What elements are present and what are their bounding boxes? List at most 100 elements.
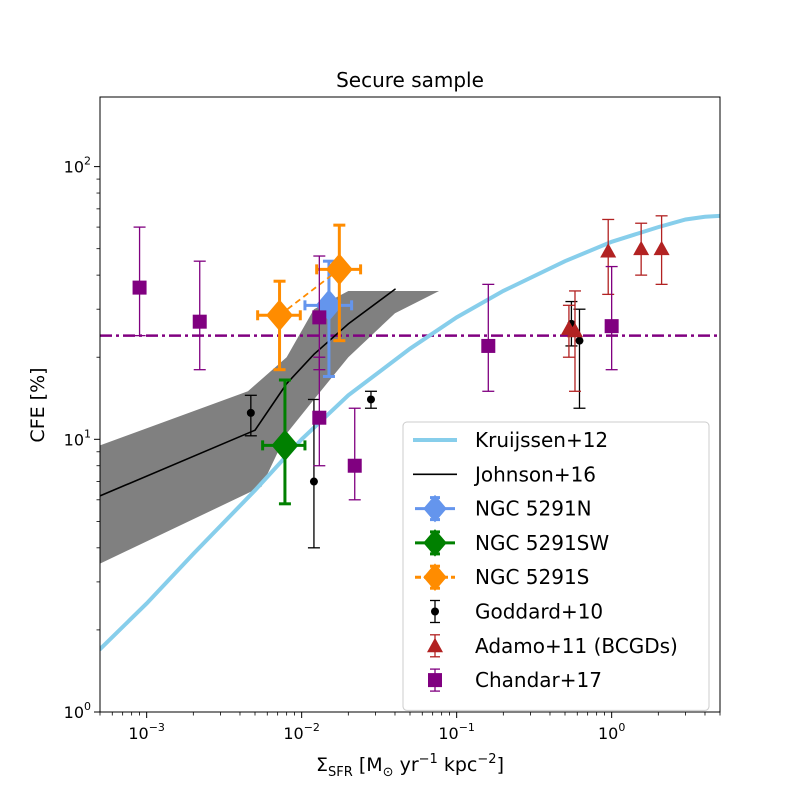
x-tick-label-base: 10 [438,724,458,743]
x-axis-title-yr: yr [394,754,419,776]
legend-entry-goddard-10: Goddard+10 [430,600,603,624]
x-axis-title-yr-exponent: −1 [419,752,438,767]
x-axis-title: ΣSFR [M⊙ yr−1 kpc−2] [316,752,504,780]
legend-entry-adamo-11-bcgds: Adamo+11 (BCGDs) [427,634,678,658]
y-tick-label: 100 [64,700,91,722]
x-tick-label-base: 10 [598,724,618,743]
data-point [347,407,362,501]
legend-label: NGC 5291N [475,497,592,521]
legend-entry-ngc-5291n: NGC 5291N [415,494,592,523]
x-axis-title-subscript: SFR [328,765,353,780]
x-tick-label: 10−3 [128,721,165,743]
series-kruijssen-12 [100,213,720,652]
x-tick-label: 100 [598,721,625,743]
legend-marker [423,494,447,523]
series-johnson-16 [100,288,396,497]
legend-box [402,421,710,711]
x-tick-label-exponent: −3 [149,721,165,734]
marker-square [604,319,619,334]
series-ngc-5291sw [261,378,307,506]
x-tick-label-exponent: −1 [459,721,475,734]
marker-triangle [653,240,670,256]
legend-marker [431,607,439,616]
marker-triangle [633,240,650,256]
x-axis-ticks: 10−3 10−2 10−1 100 [99,712,721,743]
data-point [604,265,619,371]
legend-entry-kruijssen-12: Kruijssen+12 [413,428,608,452]
y-tick-label-exponent: 2 [84,155,91,168]
marker-circle [246,408,255,417]
data-point [132,226,147,337]
y-tick-label-exponent: 0 [84,700,91,713]
legend-marker [423,563,447,591]
marker-circle [366,395,375,404]
marker-diamond [271,429,299,462]
marker-square [192,314,207,329]
x-axis-title-sun-symbol: ⊙ [383,765,394,780]
x-axis-title-kpc-exponent: −2 [477,752,496,767]
legend-label: Chandar+17 [475,668,602,692]
x-axis-title-close: ] [497,754,504,776]
data-point [364,390,377,409]
legend: Kruijssen+12 Johnson+16 NGC 5291N NGC 5291S… [402,421,710,711]
legend-entry-ngc-5291s: NGC 5291S [415,563,589,591]
x-tick-label-base: 10 [283,724,303,743]
data-point [566,290,583,392]
x-tick-label-base: 10 [128,724,148,743]
data-point [653,215,670,286]
marker-square [312,410,327,425]
marker-square [132,280,147,295]
data-point [261,378,307,506]
data-point [256,279,302,372]
x-tick-label-exponent: 0 [618,721,625,734]
series-line-johnson-16 [100,288,396,497]
legend-label: NGC 5291SW [475,531,609,555]
y-tick-label-base: 10 [64,703,84,722]
legend-label: NGC 5291S [475,565,589,589]
marker-square [312,310,327,325]
marker-circle [575,336,584,345]
series-adamo-11-bcgds [560,215,670,392]
johnson16-band [100,290,440,564]
legend-label: Goddard+10 [475,600,603,624]
x-axis-title-kpc: kpc [438,754,478,776]
y-tick-label: 101 [64,427,91,449]
series-chandar-17 [132,226,619,501]
y-tick-label: 102 [64,155,91,177]
legend-marker [423,529,447,557]
x-tick-label: 10−1 [438,721,475,743]
x-tick-label: 10−2 [283,721,320,743]
marker-square [347,458,362,473]
data-point [315,223,363,343]
legend-marker [427,637,443,653]
series-line-kruijssen-12 [100,213,720,652]
x-tick-label-exponent: −2 [304,721,320,734]
chart-title: Secure sample [336,68,484,92]
data-point [312,356,327,467]
series-connector-ngc-5291s [278,268,340,316]
legend-label: Johnson+16 [473,462,596,486]
legend-entry-johnson-16: Johnson+16 [413,462,596,486]
legend-label: Adamo+11 (BCGDs) [475,634,678,658]
marker-square [481,338,496,353]
legend-entry-ngc-5291sw: NGC 5291SW [415,529,609,557]
data-point [192,260,207,371]
y-tick-label-base: 10 [64,430,84,449]
x-axis-title-sigma: Σ [316,754,328,776]
legend-entry-chandar-17: Chandar+17 [428,668,602,692]
data-point [244,394,257,437]
marker-diamond [266,299,293,332]
data-point [481,283,496,392]
series-ngc-5291s [256,223,363,372]
plot-area [100,213,720,652]
marker-circle [309,477,318,486]
marker-triangle [600,243,617,258]
plot-content [100,213,720,652]
data-point [633,222,650,276]
y-tick-label-exponent: 1 [84,427,91,440]
marker-triangle [566,322,583,338]
marker-diamond [325,253,353,286]
y-axis-title: CFE [%] [27,367,49,442]
